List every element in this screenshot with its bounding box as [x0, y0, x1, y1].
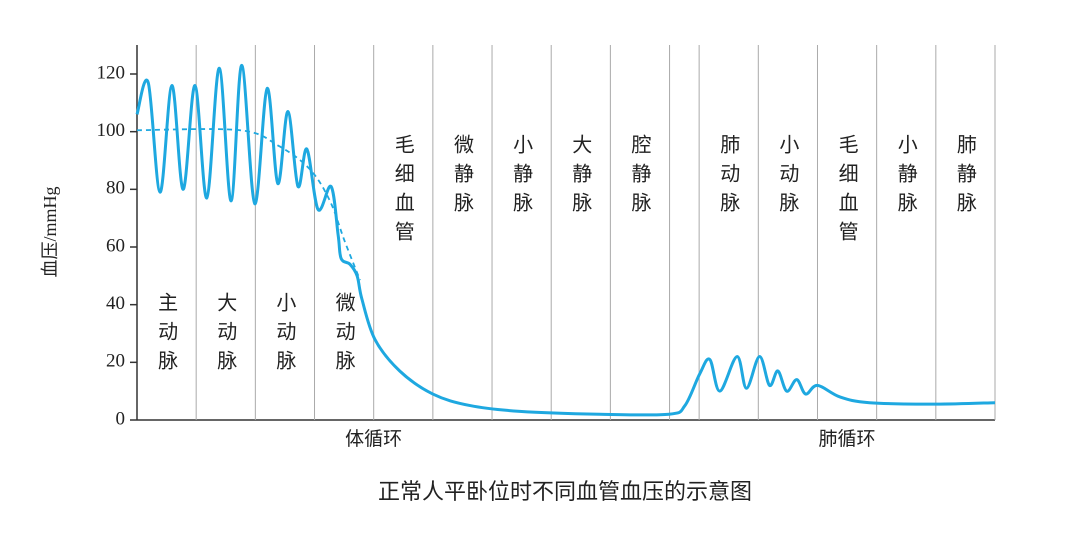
pressure-line	[136, 128, 361, 281]
y-tick-label: 20	[106, 351, 125, 372]
y-tick-label: 40	[106, 293, 125, 314]
segment-label: 大静脉	[569, 134, 593, 221]
segment-label: 主动脉	[155, 292, 179, 379]
segment-label: 腔静脉	[628, 134, 652, 221]
segment-label: 大动脉	[214, 292, 238, 379]
y-tick-label: 120	[97, 62, 126, 83]
segment-label: 肺动脉	[717, 134, 741, 221]
segment-label: 小动脉	[273, 292, 297, 379]
y-tick-label: 80	[106, 178, 125, 199]
circuit-label: 肺循环	[819, 428, 876, 450]
segment-label: 微动脉	[332, 292, 356, 379]
segment-label: 肺静脉	[953, 134, 977, 221]
segment-label: 毛细血管	[391, 134, 415, 250]
caption: 正常人平卧位时不同血管血压的示意图	[378, 480, 752, 505]
circuit-label: 体循环	[345, 428, 402, 450]
y-axis-label: 血压/mmHg	[40, 186, 60, 277]
y-tick-label: 60	[106, 235, 125, 256]
y-tick-label: 100	[97, 120, 126, 141]
segment-label: 小静脉	[894, 134, 918, 221]
pressure-line	[135, 63, 996, 417]
segment-label: 小动脉	[776, 134, 800, 221]
segment-label: 小静脉	[510, 134, 534, 221]
y-tick-label: 0	[116, 408, 126, 429]
segment-label: 微静脉	[450, 134, 474, 221]
segment-label: 毛细血管	[835, 134, 859, 250]
